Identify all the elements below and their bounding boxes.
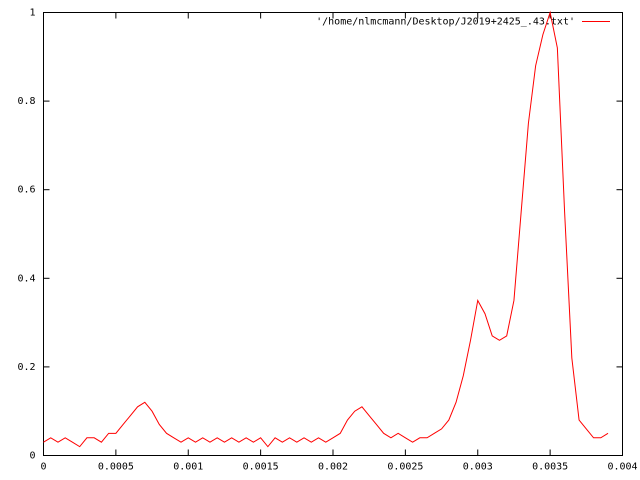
x-tick-label: 0.004 [607, 462, 637, 473]
x-tick-label: 0.0035 [532, 462, 568, 473]
y-tick-label: 1 [29, 8, 35, 19]
x-tick-label: 0.001 [173, 462, 203, 473]
x-tick-label: 0.0015 [243, 462, 279, 473]
y-tick-label: 0 [29, 451, 35, 462]
x-tick-label: 0 [40, 462, 46, 473]
y-tick-label: 0.4 [17, 273, 35, 284]
plot-border [43, 12, 623, 456]
x-tick-label: 0.002 [318, 462, 348, 473]
x-tick-label: 0.0025 [387, 462, 423, 473]
x-tick-label: 0.0005 [98, 462, 134, 473]
y-tick-label: 0.8 [17, 96, 35, 107]
legend-label: '/home/nlmcmann/Desktop/J2019+2425_.43.t… [316, 17, 575, 28]
data-line [43, 10, 609, 448]
y-tick-label: 0.6 [17, 185, 35, 196]
x-tick-label: 0.003 [463, 462, 493, 473]
y-tick-label: 0.2 [17, 362, 35, 373]
